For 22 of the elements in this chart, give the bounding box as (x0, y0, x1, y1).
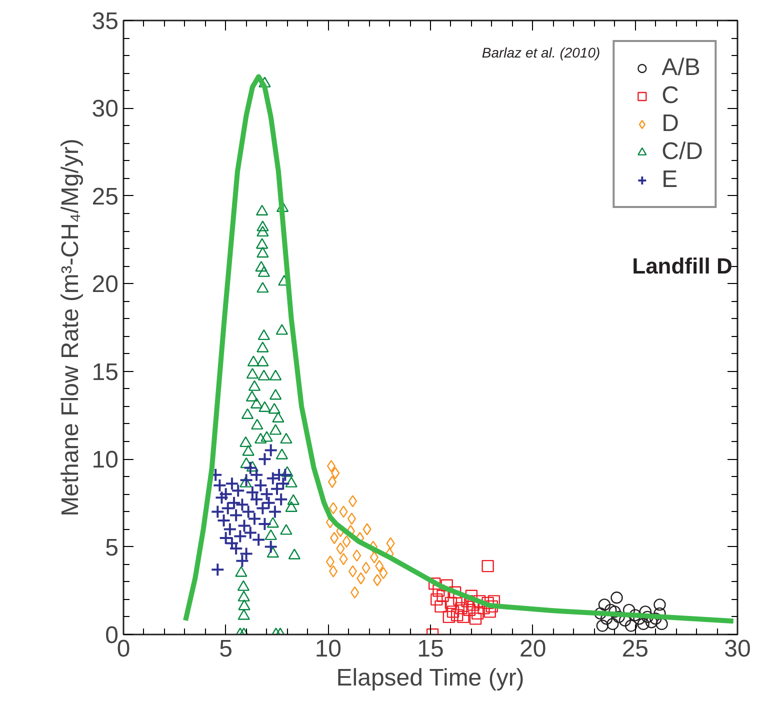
legend-label: D (662, 110, 680, 138)
y-tick-label: 15 (92, 358, 119, 386)
y-tick-label: 25 (92, 183, 119, 210)
x-tick-label: 20 (519, 636, 546, 662)
x-tick-label: 15 (417, 636, 444, 662)
y-tick-label: 10 (92, 446, 119, 474)
x-tick-label: 5 (219, 636, 233, 662)
x-tick-label: 30 (724, 636, 751, 662)
legend-label: C/D (662, 138, 703, 166)
x-tick-label: 25 (622, 636, 649, 662)
annotation: Barlaz et al. (2010) (482, 44, 600, 60)
y-tick-label: 35 (92, 8, 119, 35)
y-axis-title: Methane Flow Rate (m³-CH₄/Mg/yr) (56, 138, 84, 516)
y-tick-label: 20 (92, 271, 119, 298)
legend-label: E (662, 166, 679, 194)
y-tick-label: 5 (105, 534, 119, 562)
x-axis-title: Elapsed Time (yr) (336, 664, 524, 692)
y-tick-label: 30 (92, 96, 119, 123)
x-tick-label: 10 (314, 636, 342, 662)
legend-label: C (662, 82, 680, 110)
text: Landfill D (632, 254, 732, 279)
legend-label: A/B (662, 54, 700, 82)
